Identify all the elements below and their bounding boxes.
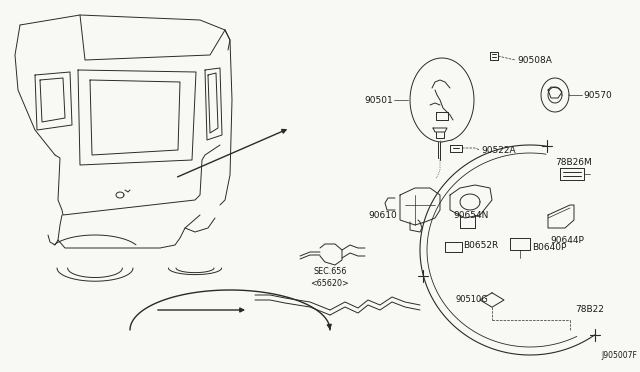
Text: 78B26M: 78B26M bbox=[555, 157, 592, 167]
Text: 90570: 90570 bbox=[583, 90, 612, 99]
Text: J905007F: J905007F bbox=[601, 350, 637, 359]
Text: SEC.656: SEC.656 bbox=[314, 267, 347, 276]
Text: 90654N: 90654N bbox=[453, 211, 488, 219]
Text: 90501: 90501 bbox=[364, 96, 393, 105]
Text: B0652R: B0652R bbox=[463, 241, 499, 250]
Text: 78B22: 78B22 bbox=[575, 305, 604, 314]
Text: 90510G: 90510G bbox=[455, 295, 488, 305]
Text: 90610: 90610 bbox=[368, 211, 397, 219]
Text: 90644P: 90644P bbox=[550, 235, 584, 244]
Text: 90508A: 90508A bbox=[517, 55, 552, 64]
Text: B0640P: B0640P bbox=[532, 244, 566, 253]
Text: 90522A: 90522A bbox=[481, 145, 516, 154]
Text: <65620>: <65620> bbox=[310, 279, 349, 288]
